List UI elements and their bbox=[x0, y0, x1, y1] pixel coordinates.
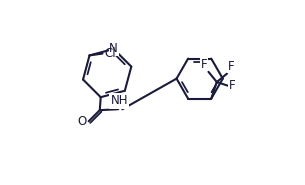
Text: F: F bbox=[228, 60, 235, 73]
Text: O: O bbox=[77, 115, 87, 128]
Text: NH: NH bbox=[110, 94, 128, 107]
Text: N: N bbox=[109, 42, 118, 56]
Text: F: F bbox=[229, 79, 235, 92]
Text: Cl: Cl bbox=[104, 47, 116, 60]
Text: F: F bbox=[201, 58, 207, 71]
